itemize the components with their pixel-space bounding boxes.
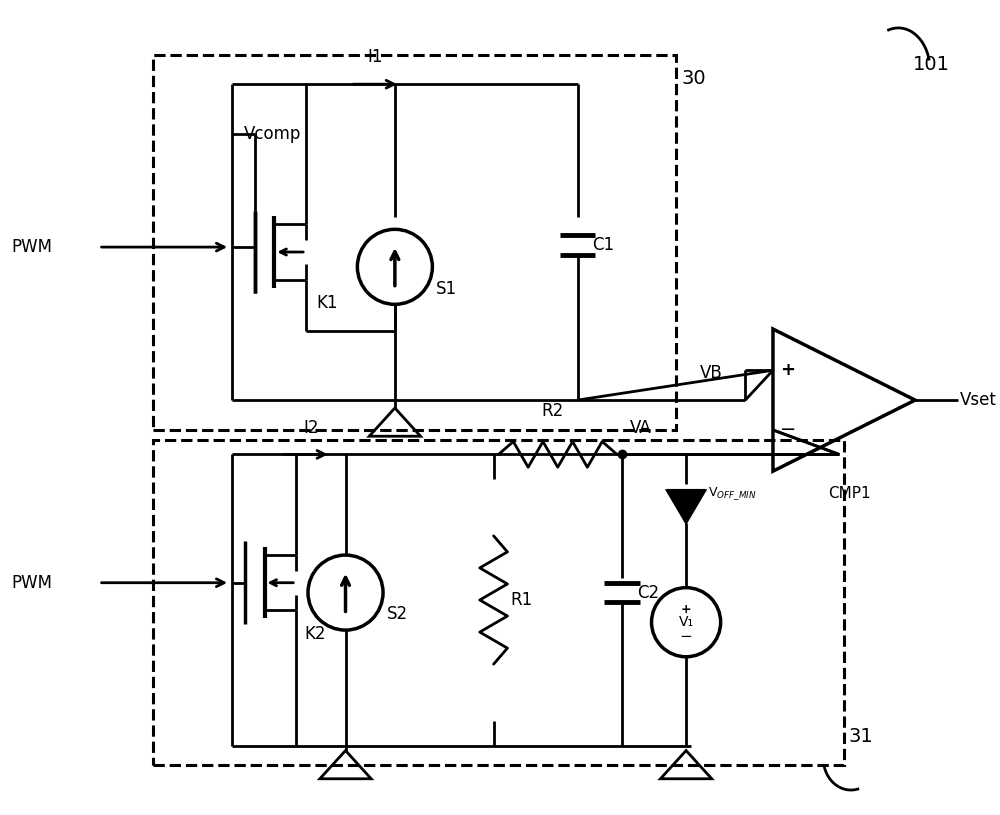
- Text: CMP1: CMP1: [828, 486, 870, 501]
- Text: I2: I2: [303, 419, 319, 437]
- Text: PWM: PWM: [12, 238, 53, 256]
- Text: R2: R2: [542, 402, 564, 420]
- Text: C2: C2: [637, 584, 659, 601]
- Text: S2: S2: [387, 606, 408, 623]
- Text: C1: C1: [592, 236, 614, 254]
- Text: PWM: PWM: [12, 574, 53, 592]
- Text: S1: S1: [436, 280, 457, 297]
- Text: V₁: V₁: [679, 615, 694, 629]
- Text: Vcomp: Vcomp: [244, 125, 301, 143]
- Text: K1: K1: [316, 294, 337, 312]
- Text: 101: 101: [913, 55, 950, 74]
- Text: R1: R1: [510, 591, 533, 609]
- Bar: [153, 439, 844, 765]
- Text: Vset: Vset: [960, 391, 996, 409]
- Polygon shape: [667, 491, 705, 522]
- Text: V$_{OFF\_MIN}$: V$_{OFF\_MIN}$: [708, 486, 756, 502]
- Bar: [153, 55, 676, 430]
- Text: VB: VB: [699, 364, 722, 382]
- Text: I1: I1: [367, 48, 383, 67]
- Text: 31: 31: [849, 727, 874, 746]
- Text: +: +: [681, 602, 691, 615]
- Text: K2: K2: [304, 625, 326, 643]
- Text: −: −: [780, 421, 796, 439]
- Text: VA: VA: [630, 419, 652, 437]
- Text: +: +: [780, 361, 795, 379]
- Text: −: −: [680, 629, 692, 644]
- Text: 30: 30: [681, 69, 706, 88]
